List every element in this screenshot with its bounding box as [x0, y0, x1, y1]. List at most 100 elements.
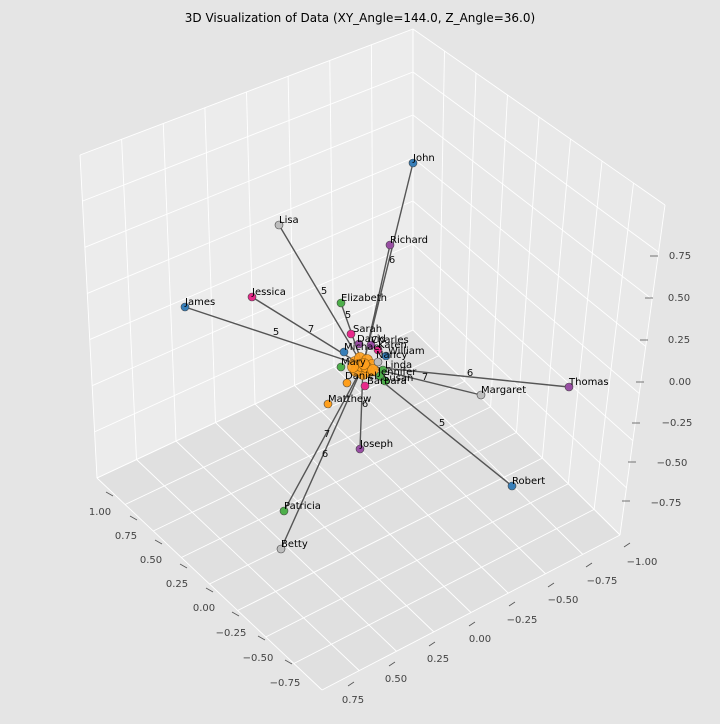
gridline: [567, 160, 603, 484]
z-tick-label: −0.75: [651, 498, 682, 509]
edge-thomas: [362, 365, 570, 388]
edge-weight-label: 7: [324, 429, 330, 440]
edge-joseph: [359, 365, 364, 450]
edge-weight-label: 6: [322, 449, 328, 460]
point-joseph: [355, 444, 365, 454]
gridline: [265, 483, 569, 638]
z-tick-label: 0.00: [669, 377, 691, 388]
gridline: [619, 204, 666, 536]
point-jessica: [247, 292, 257, 302]
point-patricia: [279, 506, 289, 516]
edge-lisa: [278, 224, 364, 367]
edge-weight-label: 5: [345, 310, 351, 321]
z-tick-label: −0.50: [657, 458, 688, 469]
point-john: [408, 158, 418, 168]
gridline: [294, 385, 509, 594]
gridline: [87, 157, 646, 347]
point-label-jennifer: Jennifer: [377, 367, 417, 378]
gridline: [516, 116, 540, 433]
edge-robert: [362, 365, 513, 487]
point-label-mary: Mary: [341, 357, 366, 368]
gridline: [593, 182, 634, 510]
gridline: [79, 28, 666, 206]
point-label-jessica: Jessica: [251, 287, 286, 298]
point-lisa: [274, 220, 284, 230]
z-tick-label: −0.25: [662, 418, 693, 429]
point-label-joseph: Joseph: [359, 439, 393, 450]
y-tick-mark: [388, 661, 396, 667]
axis-panes: [80, 29, 665, 690]
y-tick-label: −1.00: [627, 557, 658, 568]
z-tick-label: 0.50: [668, 293, 690, 304]
gridline: [79, 154, 98, 479]
point-label-david: David: [357, 334, 386, 345]
gridline: [321, 534, 621, 691]
gridline: [333, 366, 546, 575]
y-tick-label: 0.50: [385, 674, 407, 685]
point-label-daniel: Daniel: [345, 371, 377, 382]
gridline: [287, 76, 295, 386]
x-tick-mark: [257, 635, 266, 641]
x-tick-label: −0.25: [216, 628, 247, 639]
x-tick-mark: [231, 611, 240, 617]
x-tick-mark: [129, 515, 138, 521]
point-thomas: [564, 382, 574, 392]
gridline: [490, 94, 508, 407]
point-label-robert: Robert: [512, 476, 545, 487]
point-nancy: [373, 357, 383, 367]
y-tick-mark: [585, 562, 593, 568]
edge-weight-label: 5: [321, 286, 327, 297]
gridline: [91, 243, 634, 442]
point-label-elizabeth: Elizabeth: [341, 293, 387, 304]
y-tick-mark: [623, 542, 631, 548]
edge-weight-label: 6: [389, 255, 395, 266]
gridline: [162, 123, 177, 442]
point-label-james: James: [184, 297, 215, 308]
y-tick-label: 0.75: [342, 695, 364, 706]
y-tick-mark: [468, 621, 476, 627]
gridline: [84, 114, 653, 300]
gridline: [370, 44, 374, 349]
gridline: [464, 72, 477, 382]
gridline: [237, 457, 543, 611]
point-betty: [276, 544, 286, 554]
point-james: [180, 302, 190, 312]
z-tick-label: 0.75: [669, 251, 691, 262]
point-label-michael: Michael: [344, 342, 382, 353]
point-label-thomas: Thomas: [568, 377, 609, 388]
x-tick-label: 0.25: [166, 579, 188, 590]
point-label-barbara: Barbara: [367, 376, 407, 387]
x-tick-mark: [284, 659, 293, 665]
point-daniel: [342, 378, 352, 388]
edge-weight-label: 5: [439, 418, 445, 429]
gridline: [121, 139, 137, 460]
point-label-matthew: Matthew: [328, 394, 371, 405]
edge-weight-label: 6: [362, 399, 368, 410]
point-margaret: [476, 390, 486, 400]
x-tick-mark: [179, 563, 188, 569]
x-tick-mark: [105, 491, 114, 497]
edge-john: [362, 162, 414, 367]
y-tick-label: −0.25: [507, 615, 538, 626]
point-richard: [385, 240, 395, 250]
edge-weight-label: 7: [308, 324, 314, 335]
point-sarah: [346, 329, 356, 339]
edge-betty: [280, 365, 364, 550]
point-label-william: William: [388, 346, 425, 357]
point-michael: [339, 347, 349, 357]
x-tick-label: −0.50: [243, 653, 274, 664]
y-tick-mark: [508, 601, 516, 607]
gridline: [89, 200, 640, 394]
cluster-point: [358, 358, 370, 370]
point-barbara: [360, 381, 370, 391]
data-points: [180, 158, 574, 554]
x-tick-mark: [205, 587, 214, 593]
cluster-point: [347, 361, 359, 373]
point-label-margaret: Margaret: [481, 385, 526, 396]
z-tick-label: 0.25: [668, 335, 690, 346]
y-tick-label: 0.25: [427, 654, 449, 665]
point-elizabeth: [336, 298, 346, 308]
center-cluster: [347, 352, 379, 380]
edge-weight-label: 5: [273, 327, 279, 338]
y-tick-label: −0.50: [548, 595, 579, 606]
